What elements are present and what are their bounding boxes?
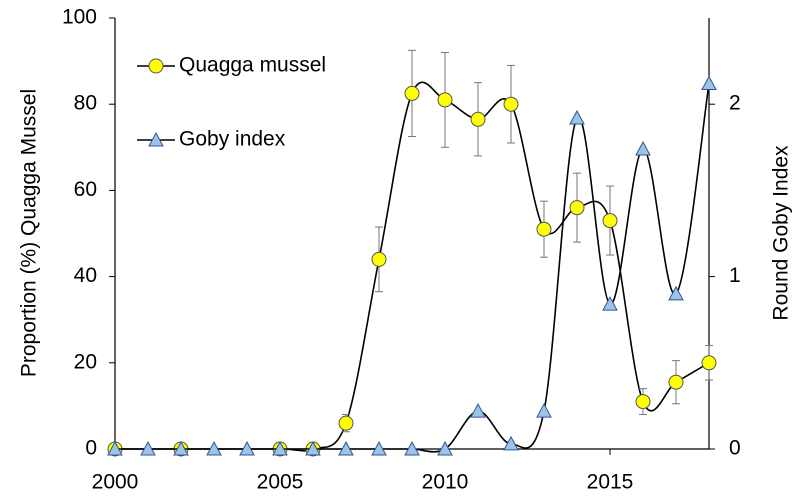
marker [668,285,684,301]
marker [305,440,321,456]
marker [470,403,486,418]
marker [668,374,684,390]
marker [239,440,255,456]
y2-tick-label: 2 [729,92,741,115]
marker [470,111,486,127]
marker [569,200,585,216]
x-tick-label: 2000 [92,471,139,494]
marker [107,440,123,456]
y-tick-label: 60 [74,178,97,201]
legend-label: Goby index [179,128,286,151]
marker [140,440,156,456]
marker [569,109,585,125]
y-tick-label: 40 [74,264,97,287]
y-tick-label: 20 [74,350,97,373]
y-tick-label: 80 [74,92,97,115]
marker [437,92,453,108]
y-tick-label: 0 [85,437,97,460]
marker [635,394,651,410]
marker [173,440,189,456]
marker [701,75,717,91]
x-tick-label: 2010 [422,471,469,494]
marker [206,440,222,456]
marker [371,440,387,456]
marker [404,440,420,456]
legend-label: Quagga mussel [179,54,326,77]
marker [503,435,519,451]
marker [602,296,618,311]
marker [602,213,618,229]
marker [503,96,519,112]
y2-axis-label: Round Goby Index [770,145,793,321]
marker [404,85,420,101]
marker [338,440,354,456]
y2-tick-label: 1 [729,264,741,287]
marker [437,440,453,456]
marker [536,403,552,418]
marker [272,440,288,456]
x-tick-label: 2005 [257,471,304,494]
marker [338,415,354,431]
marker [701,355,717,371]
marker [371,251,387,267]
y2-tick-label: 0 [729,437,741,460]
y-axis-label: Proportion (%) Quagga Mussel [18,89,41,377]
x-tick-label: 2015 [587,471,634,494]
legend-marker [148,131,164,147]
legend-marker [148,58,164,74]
marker [635,140,651,156]
marker [536,221,552,237]
y-tick-label: 100 [62,6,97,29]
